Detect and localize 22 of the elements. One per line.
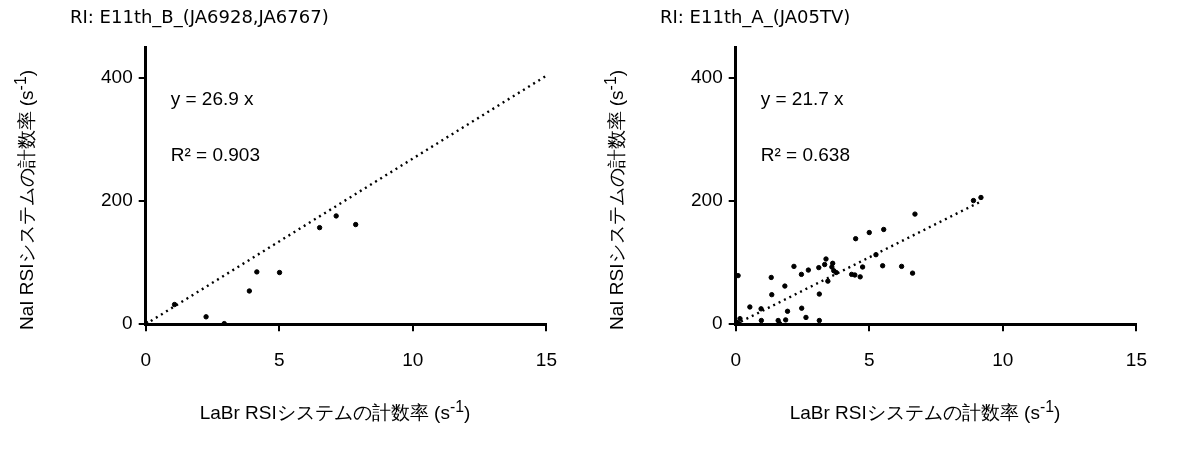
x-tick-label: 5 bbox=[863, 348, 875, 370]
annotation: y = 26.9 x bbox=[170, 87, 255, 109]
annotation: y = 21.7 x bbox=[760, 87, 845, 109]
chart-title: RI: E11th_B_(JA6928,JA6767) bbox=[70, 6, 329, 27]
x-tick-label: 10 bbox=[992, 348, 1014, 370]
y-tick-label: 0 bbox=[122, 312, 133, 334]
annotation: R² = 0.638 bbox=[760, 143, 850, 165]
x-tick-label: 15 bbox=[1125, 348, 1147, 370]
y-tick-label: 0 bbox=[712, 312, 723, 334]
x-tick-label: 0 bbox=[140, 348, 151, 370]
y-tick-label: 400 bbox=[691, 66, 723, 88]
annotation: R² = 0.903 bbox=[170, 143, 260, 165]
x-tick-label: 0 bbox=[730, 348, 741, 370]
x-tick-label: 10 bbox=[402, 348, 424, 370]
x-axis-title: LaBr RSIシステムの計数率 (s$^{-1}$) bbox=[198, 398, 472, 426]
chart-title: RI: E11th_A_(JA05TV) bbox=[660, 6, 851, 27]
x-tick-label: 15 bbox=[535, 348, 557, 370]
x-axis-title: LaBr RSIシステムの計数率 (s$^{-1}$) bbox=[788, 398, 1062, 426]
x-tick-label: 5 bbox=[273, 348, 285, 370]
y-tick-label: 200 bbox=[691, 189, 723, 211]
y-tick-label: 200 bbox=[101, 189, 133, 211]
y-tick-label: 400 bbox=[101, 66, 133, 88]
